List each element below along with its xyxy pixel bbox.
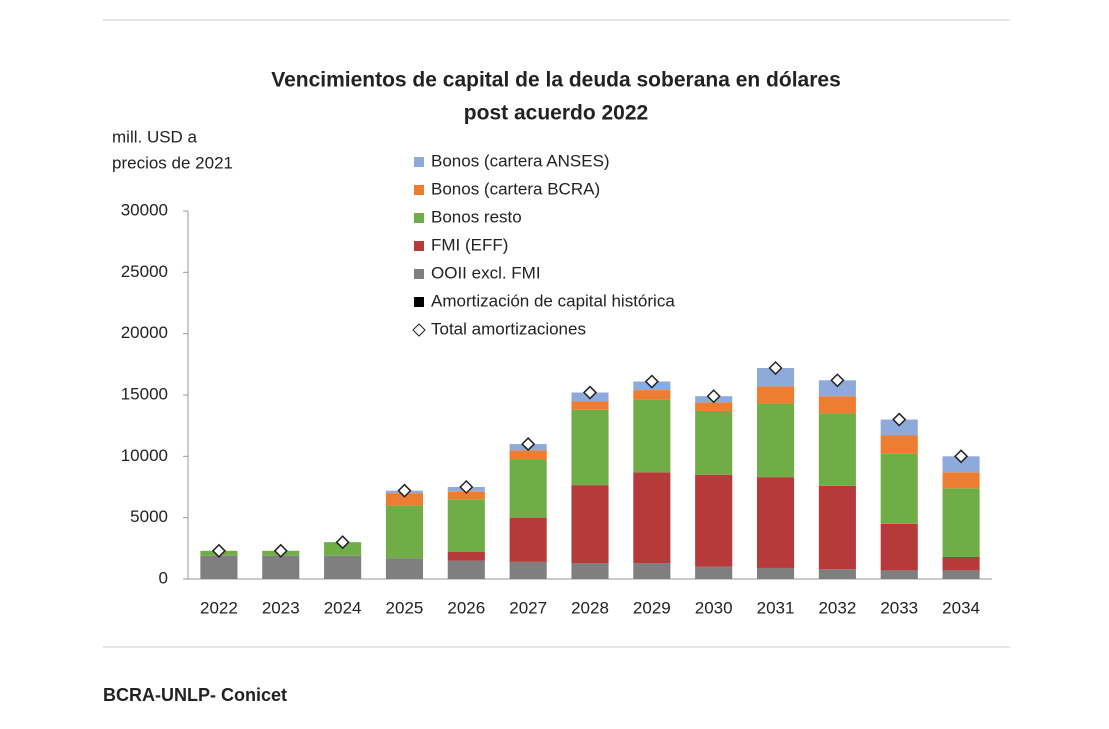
y-tick-label: 20000	[121, 323, 168, 342]
bar-segment	[818, 413, 856, 486]
bar-segment	[447, 499, 485, 553]
bar-segment	[756, 368, 795, 387]
bar-segment	[880, 453, 918, 524]
legend-swatch	[414, 269, 424, 279]
bar-segment	[509, 517, 547, 562]
total-marker	[582, 385, 598, 400]
bar-segment	[756, 386, 795, 404]
y-axis-label: mill. USD a	[112, 127, 198, 146]
total-marker	[521, 437, 536, 452]
bar-segment	[756, 403, 795, 478]
x-tick-label: 2027	[509, 598, 547, 617]
bar-segment	[571, 485, 609, 564]
bar-segment	[385, 505, 424, 559]
total-marker	[830, 373, 845, 388]
y-axis-label: precios de 2021	[112, 153, 233, 172]
y-tick-label: 25000	[121, 262, 168, 281]
bar-segment	[324, 555, 362, 579]
bar-segment	[633, 390, 671, 400]
bar-segment	[942, 570, 980, 579]
bar-segment	[818, 485, 856, 570]
bar-segment	[942, 488, 980, 557]
legend-label: Amortización de capital histórica	[431, 291, 675, 310]
bar-segment	[385, 493, 424, 506]
y-tick-label: 15000	[121, 384, 168, 403]
bar-segment	[633, 399, 671, 473]
bar-segment	[633, 472, 671, 564]
bar-segment	[633, 563, 671, 579]
bar-segment	[509, 460, 547, 518]
total-marker	[459, 479, 474, 495]
x-tick-label: 2022	[200, 598, 238, 617]
x-tick-label: 2028	[571, 598, 609, 617]
bar-segment	[571, 563, 609, 579]
bar-segment	[695, 402, 733, 411]
x-tick-label: 2031	[757, 598, 795, 617]
x-tick-label: 2023	[262, 598, 300, 617]
bar-segment	[818, 380, 856, 397]
chart-title: Vencimientos de capital de la deuda sobe…	[271, 69, 841, 92]
legend-label: Bonos (cartera ANSES)	[431, 151, 610, 170]
y-tick-label: 10000	[121, 446, 168, 465]
x-tick-label: 2025	[386, 598, 424, 617]
x-tick-label: 2032	[818, 598, 856, 617]
bar-segment	[695, 566, 733, 579]
total-marker	[273, 543, 288, 558]
bar-segment	[880, 570, 918, 579]
bar-segment	[695, 410, 733, 475]
x-tick-label: 2034	[942, 598, 980, 617]
bar-segment	[818, 569, 856, 579]
bar-segment	[880, 523, 918, 571]
bar-segment	[942, 472, 980, 489]
bar-segment	[262, 555, 300, 579]
x-tick-label: 2026	[447, 598, 485, 617]
legend-swatch	[414, 297, 424, 307]
bar-segment	[942, 556, 980, 571]
bar-segment	[818, 396, 856, 414]
legend-label: Total amortizaciones	[431, 319, 586, 338]
footer: BCRA-UNLP- Conicet	[103, 685, 287, 705]
bar-segment	[756, 567, 795, 579]
legend-swatch	[414, 241, 424, 251]
bar-segment	[695, 474, 733, 567]
x-tick-label: 2029	[633, 598, 671, 617]
legend-label: Bonos (cartera BCRA)	[431, 179, 600, 198]
y-tick-label: 5000	[130, 507, 168, 526]
legend-label: FMI (EFF)	[431, 235, 508, 254]
bar-segment	[509, 450, 547, 461]
chart-title: post acuerdo 2022	[464, 102, 648, 125]
bar-segment	[571, 401, 609, 410]
x-tick-label: 2024	[324, 598, 362, 617]
legend-marker	[412, 323, 426, 337]
bar-segment	[200, 555, 238, 579]
bar-segment	[571, 409, 609, 486]
x-tick-label: 2033	[880, 598, 918, 617]
x-tick-label: 2030	[695, 598, 733, 617]
total-marker	[892, 412, 907, 427]
total-marker	[768, 360, 783, 376]
legend-swatch	[414, 213, 424, 223]
legend-label: OOII excl. FMI	[431, 263, 541, 282]
total-marker	[954, 449, 969, 464]
legend-label: Bonos resto	[431, 207, 522, 226]
total-marker	[706, 389, 721, 404]
bar-segment	[509, 561, 547, 579]
total-marker	[335, 535, 350, 550]
y-tick-label: 0	[159, 568, 168, 587]
total-marker	[644, 374, 659, 389]
total-marker	[211, 543, 226, 558]
bar-segment	[447, 552, 485, 561]
total-marker	[397, 483, 412, 498]
bar-segment	[942, 456, 980, 473]
bar-segment	[756, 477, 795, 568]
bar-segment	[447, 560, 485, 579]
bar-segment	[880, 419, 918, 436]
bar-segment	[447, 491, 485, 500]
legend-swatch	[414, 157, 424, 167]
y-tick-label: 30000	[121, 200, 168, 219]
bar-segment	[385, 558, 424, 579]
legend-swatch	[414, 185, 424, 195]
bar-segment	[880, 435, 918, 454]
